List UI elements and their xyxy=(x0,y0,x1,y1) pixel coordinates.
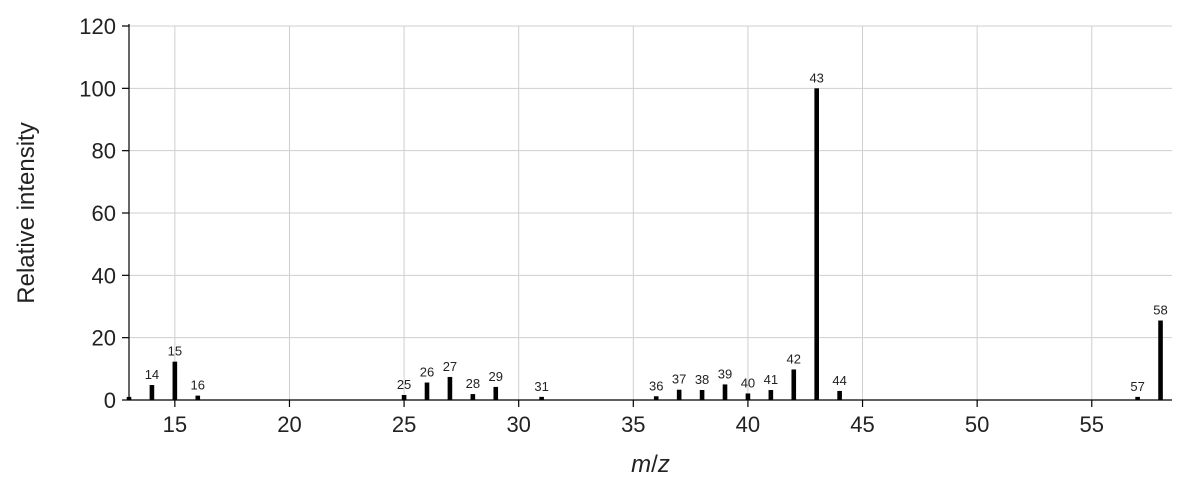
x-tick-label: 25 xyxy=(392,412,416,437)
x-tick-label: 45 xyxy=(850,412,874,437)
peak-label-28: 28 xyxy=(466,376,480,391)
peak-bar-57 xyxy=(1135,396,1140,400)
peak-bar-39 xyxy=(722,384,728,400)
peak-bar-36 xyxy=(653,396,659,400)
peak-label-31: 31 xyxy=(534,379,548,394)
peak-bar-44 xyxy=(837,390,842,400)
x-tick-label: 55 xyxy=(1080,412,1104,437)
y-tick-label: 60 xyxy=(92,201,116,226)
peak-label-37: 37 xyxy=(672,372,686,387)
peak-label-15: 15 xyxy=(168,344,182,359)
x-axis-title-m: m xyxy=(631,451,651,478)
peak-bar-43 xyxy=(814,88,819,400)
y-tick-label: 0 xyxy=(104,388,116,413)
y-tick-label: 120 xyxy=(79,14,116,39)
peak-bar-29 xyxy=(493,386,499,400)
x-axis-title: m/z xyxy=(631,451,670,478)
peak-labels: 14 15 16 25 26 27 28 29 31 36 37 38 39 40 41 42 43 44 57 58 xyxy=(145,70,1168,394)
peak-label-36: 36 xyxy=(649,378,663,393)
peak-label-44: 44 xyxy=(832,373,846,388)
peak-label-43: 43 xyxy=(809,70,823,85)
peak-bar-28 xyxy=(470,394,476,400)
peak-label-38: 38 xyxy=(695,372,709,387)
y-axis-title: Relative intensity xyxy=(13,122,40,303)
bars xyxy=(126,88,1163,400)
peak-label-58: 58 xyxy=(1153,303,1167,318)
peak-bar-38 xyxy=(699,390,705,400)
grid xyxy=(129,25,1172,400)
peak-label-27: 27 xyxy=(443,359,457,374)
peak-bar-14 xyxy=(149,385,155,400)
peak-label-39: 39 xyxy=(718,366,732,381)
peak-label-25: 25 xyxy=(397,377,411,392)
peak-bar-40 xyxy=(745,393,751,400)
peak-bar-31 xyxy=(539,396,544,400)
x-axis-title-z: z xyxy=(657,451,670,478)
y-tick-label: 100 xyxy=(79,76,116,101)
y-tick-label: 80 xyxy=(92,139,116,164)
y-tick-label: 40 xyxy=(92,263,116,288)
peak-bar-42 xyxy=(791,369,797,400)
peak-bar-26 xyxy=(424,382,430,400)
x-tick-label: 40 xyxy=(736,412,760,437)
peak-bar-37 xyxy=(676,389,682,400)
x-tick-label: 50 xyxy=(965,412,989,437)
peak-label-29: 29 xyxy=(489,369,503,384)
peak-label-41: 41 xyxy=(764,372,778,387)
peak-bar-41 xyxy=(768,390,774,400)
x-tick-label: 35 xyxy=(621,412,645,437)
y-ticks: 0 20 40 60 80 100 120 xyxy=(79,14,129,413)
peak-label-16: 16 xyxy=(191,378,205,393)
peak-bar-15 xyxy=(172,361,178,400)
y-tick-label: 20 xyxy=(92,326,116,351)
peak-label-26: 26 xyxy=(420,365,434,380)
x-ticks: 15 20 25 30 35 40 45 50 55 xyxy=(163,400,1104,437)
peak-bar-25 xyxy=(401,395,407,400)
x-axis-title-slash: / xyxy=(651,451,658,478)
x-tick-label: 20 xyxy=(277,412,301,437)
peak-bar-27 xyxy=(447,376,453,400)
peak-label-40: 40 xyxy=(741,375,755,390)
peak-label-42: 42 xyxy=(787,351,801,366)
x-tick-label: 15 xyxy=(163,412,187,437)
peak-bar-16 xyxy=(195,395,201,400)
peak-bar-58 xyxy=(1158,320,1163,400)
peak-label-14: 14 xyxy=(145,367,159,382)
x-tick-label: 30 xyxy=(506,412,530,437)
axes xyxy=(128,24,1172,401)
peak-label-57: 57 xyxy=(1130,379,1144,394)
